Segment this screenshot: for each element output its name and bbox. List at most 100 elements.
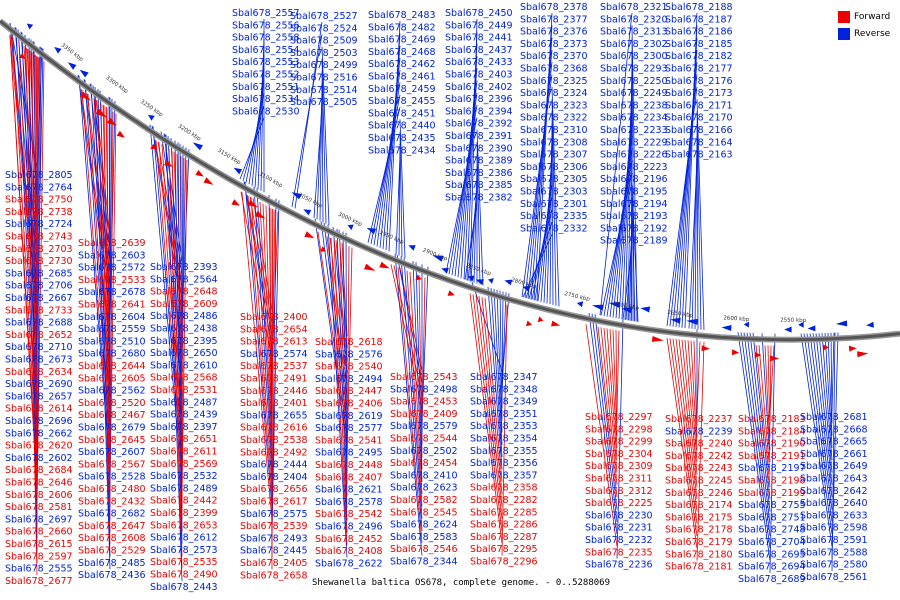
gene-label: Sbal678_2373 <box>520 39 588 50</box>
connector-line <box>36 47 42 514</box>
connector-line <box>171 150 183 557</box>
connector-line <box>34 54 38 539</box>
forward-gene-arrow <box>823 344 829 351</box>
gene-label: Sbal678_2493 <box>240 533 308 544</box>
gene-label: Sbal678_2448 <box>315 460 383 471</box>
tick-label: 3050 kbp <box>297 192 323 209</box>
gene-label: Sbal678_2534 <box>232 94 300 105</box>
connector-line <box>666 337 698 549</box>
gene-label: Sbal678_2238 <box>600 100 668 111</box>
gene-label: Sbal678_2524 <box>290 23 358 34</box>
gene-label: Sbal678_2656 <box>240 484 308 495</box>
connector-line <box>501 292 507 396</box>
gene-label: Sbal678_2650 <box>150 348 218 359</box>
connector-line <box>173 151 183 385</box>
gene-label: Sbal678_2368 <box>520 64 588 75</box>
reverse-gene-arrow <box>807 325 816 332</box>
reverse-gene-arrow <box>408 245 416 251</box>
forward-gene-arrow <box>754 351 762 358</box>
gene-label: Sbal678_2186 <box>665 27 733 38</box>
gene-label: Sbal678_2393 <box>150 262 218 273</box>
connector-line <box>81 89 111 459</box>
tick-label: 3300 kbp <box>104 75 129 95</box>
connector-line <box>524 62 553 298</box>
gene-label: Sbal678_2170 <box>665 113 733 124</box>
connector-line <box>609 135 633 318</box>
connector-line <box>752 332 771 500</box>
gene-label: Sbal678_2401 <box>240 398 308 409</box>
gene-label: Sbal678_2678 <box>78 287 146 298</box>
connector-line <box>379 57 401 248</box>
connector-line <box>612 123 633 318</box>
gene-label: Sbal678_2164 <box>665 137 733 148</box>
gene-label: Sbal678_2246 <box>665 488 733 499</box>
gene-label: Sbal678_2282 <box>470 495 538 506</box>
gene-label: Sbal678_2486 <box>150 311 218 322</box>
gene-label: Sbal678_2198 <box>738 476 806 487</box>
connector-line <box>28 37 38 563</box>
gene-label: Sbal678_2410 <box>390 470 458 481</box>
gene-label: Sbal678_2286 <box>470 520 538 531</box>
gene-label: Sbal678_2306 <box>520 162 588 173</box>
connector-line <box>15 27 38 452</box>
forward-gene-arrow <box>247 199 258 208</box>
forward-gene-arrow <box>415 274 422 281</box>
gene-label: Sbal678_2498 <box>390 384 458 395</box>
connector-line <box>244 181 273 508</box>
connector-line <box>609 329 618 448</box>
connector-line <box>336 228 348 521</box>
tick-label: 2650 kbp <box>667 310 694 319</box>
reverse-gene-arrow <box>432 255 444 262</box>
gene-label: Sbal678_2613 <box>240 337 308 348</box>
forward-gene-arrow <box>379 261 390 269</box>
forward-gene-arrow <box>304 231 315 239</box>
connector-line <box>669 74 698 327</box>
connector-line <box>690 340 698 450</box>
gene-label: Sbal678_2555 <box>5 564 73 575</box>
connector-line <box>749 332 771 512</box>
connector-line <box>625 234 633 320</box>
connector-line <box>606 148 633 317</box>
connector-line <box>460 55 478 279</box>
gene-label: Sbal678_2433 <box>445 57 513 68</box>
reverse-gene-arrow <box>67 62 77 70</box>
gene-label: Sbal678_2646 <box>5 478 73 489</box>
gene-label: Sbal678_2389 <box>445 156 513 167</box>
connector-line <box>395 156 401 255</box>
connector-line <box>168 148 183 569</box>
gene-label: Sbal678_2617 <box>240 497 308 508</box>
connector-line <box>475 295 503 519</box>
gene-label: Sbal678_2300 <box>600 51 668 62</box>
gene-label: Sbal678_2660 <box>5 527 73 538</box>
connector-line <box>761 333 771 463</box>
legend-forward-swatch <box>838 10 850 23</box>
gene-label: Sbal678_2533 <box>78 275 146 286</box>
connector-line <box>177 142 183 532</box>
reverse-gene-arrow <box>835 320 848 327</box>
connector-line <box>330 237 348 546</box>
reverse-gene-arrow <box>366 227 377 235</box>
connector-line <box>496 289 503 433</box>
gene-label: Sbal678_2684 <box>5 465 73 476</box>
legend-reverse-swatch <box>838 27 850 40</box>
map-caption: Shewanella baltica OS678, complete genom… <box>312 578 611 588</box>
gene-label: Sbal678_2610 <box>150 360 218 371</box>
connector-line <box>525 221 553 299</box>
gene-label: Sbal678_2608 <box>78 533 146 544</box>
gene-label: Sbal678_2655 <box>240 410 308 421</box>
forward-gene-arrow <box>203 177 214 185</box>
reverse-gene-arrow <box>798 321 804 328</box>
gene-label: Sbal678_2234 <box>600 113 668 124</box>
gene-label: Sbal678_2309 <box>585 461 653 472</box>
connector-line <box>476 141 481 285</box>
gene-label: Sbal678_2546 <box>390 544 458 555</box>
connector-line <box>345 232 348 484</box>
gene-label: Sbal678_2558 <box>232 33 300 44</box>
gene-label: Sbal678_2370 <box>520 51 588 62</box>
connector-line <box>672 62 698 327</box>
forward-gene-arrow <box>651 336 664 342</box>
connector-line <box>396 254 423 384</box>
connector-line <box>397 267 423 544</box>
gene-label: Sbal678_2539 <box>240 521 308 532</box>
